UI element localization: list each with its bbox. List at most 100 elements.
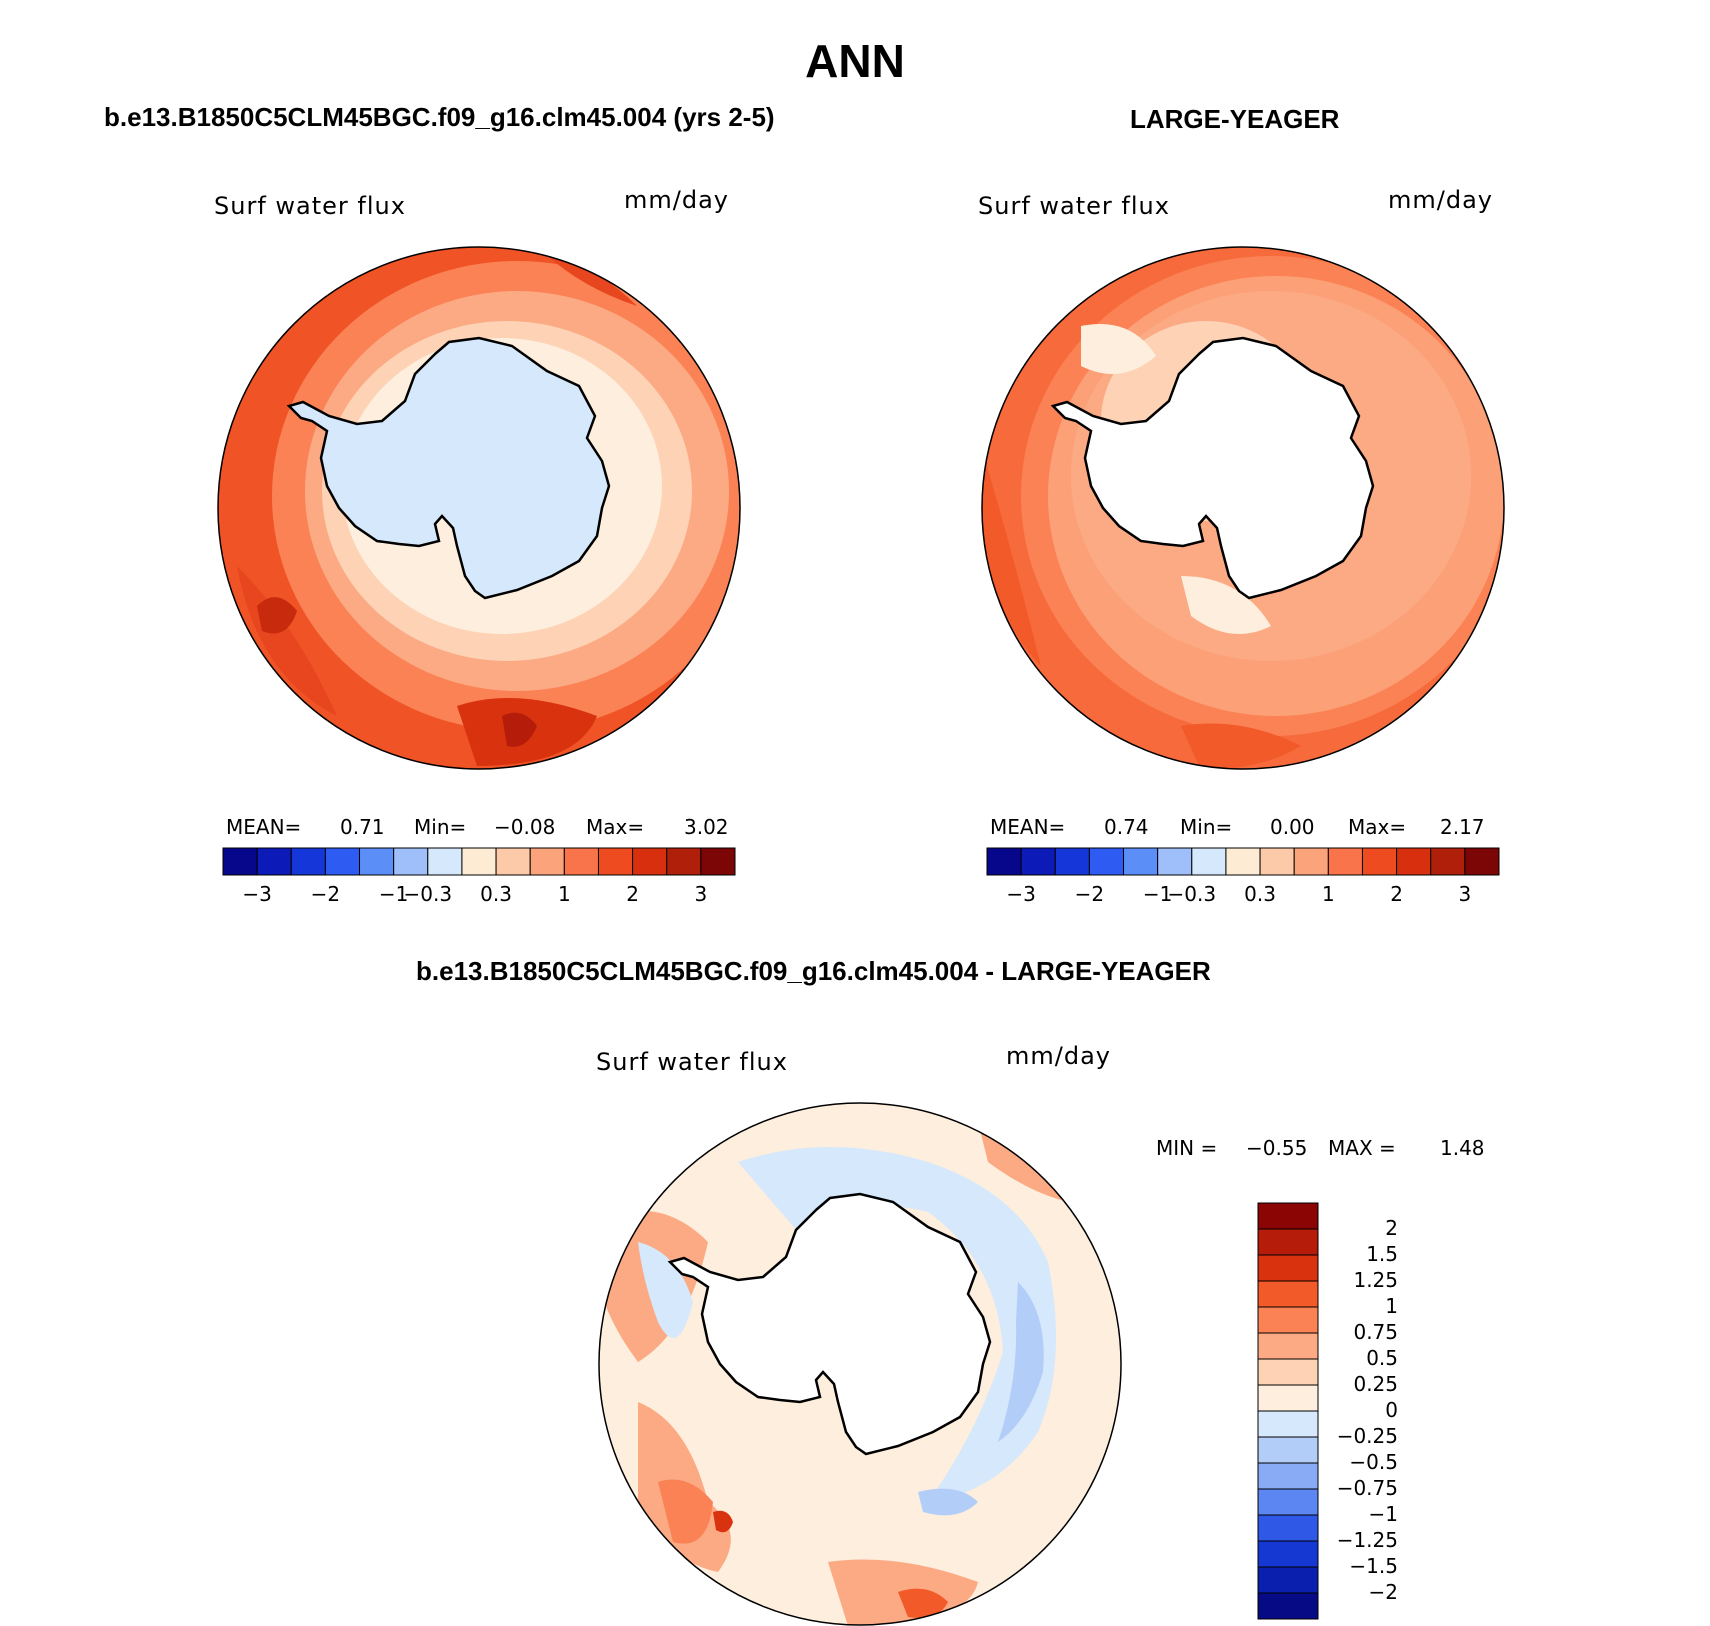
colorbar-swatch: [1257, 1488, 1319, 1516]
panel-3-variable-label: Surf water flux: [596, 1048, 788, 1076]
panel-3-min-label: MIN =: [1156, 1136, 1218, 1160]
colorbar-tick-label: 1: [557, 882, 571, 906]
panel-3-max-label: MAX =: [1328, 1136, 1396, 1160]
colorbar-tick-label: 2: [1385, 1216, 1398, 1240]
colorbar-tick-label: −2: [1368, 1580, 1398, 1604]
panel-1-variable-label: Surf water flux: [214, 192, 406, 220]
panel-2-variable-label: Surf water flux: [978, 192, 1170, 220]
panel-2-mean-value: 0.74: [1104, 815, 1149, 839]
figure-title: ANN: [805, 35, 905, 87]
colorbar-swatch: [1191, 847, 1227, 876]
colorbar-swatch: [1430, 847, 1466, 876]
panel-1-map-border: [217, 246, 741, 770]
colorbar-tick-label: 0.3: [1244, 882, 1276, 906]
colorbar-swatch: [1020, 847, 1056, 876]
colorbar-swatch: [1257, 1358, 1319, 1386]
colorbar-swatch: [1257, 1306, 1319, 1334]
colorbar-swatch: [986, 847, 1022, 876]
colorbar-tick-label: −1: [1368, 1502, 1398, 1526]
colorbar-swatch: [1257, 1514, 1319, 1542]
colorbar-tick-label: −1: [378, 882, 409, 906]
colorbar-swatch: [461, 847, 497, 876]
panel-2-polar-map: [981, 246, 1505, 770]
panel-3-colorbar-labels: 2 1.5 1.25 1 0.75 0.5 0.25 0 −0.25 −0.5 −0.75 −1 −1.…: [1322, 1203, 1442, 1619]
colorbar-tick-label: −1.25: [1336, 1528, 1398, 1552]
colorbar-tick-label: 1.25: [1353, 1268, 1398, 1292]
colorbar-tick-label: 0.5: [1366, 1346, 1398, 1370]
colorbar-swatch: [1259, 847, 1295, 876]
colorbar-swatch: [1257, 1566, 1319, 1594]
panel-3-case-title: b.e13.B1850C5CLM45BGC.f09_g16.clm45.004 …: [416, 956, 1211, 986]
colorbar-swatch: [1257, 1332, 1319, 1360]
colorbar-tick-label: −3: [242, 882, 272, 906]
panel-1-colorbar: [222, 847, 736, 876]
colorbar-tick-label: 0.75: [1353, 1320, 1398, 1344]
colorbar-tick-label: 3: [1458, 882, 1472, 906]
colorbar-tick-label: 1: [1321, 882, 1335, 906]
panel-2-map-border: [981, 246, 1505, 770]
panel-2-case-title: LARGE-YEAGER: [1130, 104, 1340, 134]
panel-1-antarctica-landmass: [286, 336, 611, 600]
colorbar-tick-label: −0.5: [1349, 1450, 1398, 1474]
colorbar-swatch: [700, 847, 736, 876]
colorbar-swatch: [290, 847, 326, 876]
colorbar-tick-label: −1: [1142, 882, 1173, 906]
colorbar-swatch: [1123, 847, 1159, 876]
colorbar-tick-label: −3: [1006, 882, 1036, 906]
colorbar-swatch: [1257, 1592, 1319, 1620]
colorbar-swatch: [1257, 1410, 1319, 1438]
panel-1-min-label: Min=: [414, 815, 467, 839]
colorbar-swatch: [563, 847, 599, 876]
colorbar-tick-label: 2: [626, 882, 639, 906]
colorbar-swatch: [1257, 1280, 1319, 1308]
panel-1-case-title: b.e13.B1850C5CLM45BGC.f09_g16.clm45.004 …: [104, 102, 775, 132]
colorbar-tick-label: −0.75: [1336, 1476, 1398, 1500]
panel-1-mean-value: 0.71: [340, 815, 385, 839]
colorbar-swatch: [222, 847, 258, 876]
colorbar-tick-label: 2: [1390, 882, 1403, 906]
panel-2-antarctica-landmass: [1050, 336, 1375, 600]
colorbar-swatch: [1257, 1202, 1319, 1230]
colorbar-swatch: [495, 847, 531, 876]
colorbar-swatch: [1361, 847, 1398, 876]
panel-1-max-value: 3.02: [684, 815, 729, 839]
colorbar-swatch: [529, 847, 565, 876]
colorbar-swatch: [324, 847, 361, 876]
colorbar-tick-label: 0: [1385, 1398, 1398, 1422]
colorbar-swatch: [1257, 1540, 1319, 1568]
panel-2-max-value: 2.17: [1440, 815, 1485, 839]
colorbar-swatch: [359, 847, 395, 876]
panel-2-max-label: Max=: [1348, 815, 1407, 839]
panel-1-colorbar-labels: −3 −2 −1 −0.3 0.3 1 2 3: [223, 882, 735, 912]
colorbar-swatch: [1464, 847, 1500, 876]
panel-1-min-value: −0.08: [494, 815, 556, 839]
colorbar-tick-label: 0.25: [1353, 1372, 1398, 1396]
panel-3-polar-map: [598, 1102, 1122, 1626]
colorbar-tick-label: −1.5: [1349, 1554, 1398, 1578]
panel-3-max-value: 1.48: [1440, 1136, 1485, 1160]
colorbar-swatch: [1054, 847, 1090, 876]
panel-3-colorbar: [1257, 1202, 1319, 1620]
panel-1-max-label: Max=: [586, 815, 645, 839]
colorbar-swatch: [1327, 847, 1363, 876]
panel-1-mean-label: MEAN=: [226, 815, 302, 839]
colorbar-swatch: [666, 847, 702, 876]
panel-2-units-label: mm/day: [1388, 186, 1493, 214]
panel-2-min-value: 0.00: [1270, 815, 1315, 839]
colorbar-swatch: [632, 847, 668, 876]
colorbar-swatch: [1257, 1384, 1319, 1412]
panel-2-min-label: Min=: [1180, 815, 1233, 839]
colorbar-swatch: [597, 847, 634, 876]
colorbar-swatch: [256, 847, 292, 876]
colorbar-swatch: [1088, 847, 1125, 876]
colorbar-swatch: [427, 847, 463, 876]
colorbar-swatch: [1157, 847, 1193, 876]
colorbar-tick-label: 3: [694, 882, 708, 906]
colorbar-swatch: [1257, 1254, 1319, 1282]
colorbar-tick-label: 1.5: [1366, 1242, 1398, 1266]
colorbar-swatch: [1257, 1462, 1319, 1490]
panel-2-mean-label: MEAN=: [990, 815, 1066, 839]
colorbar-swatch: [1396, 847, 1432, 876]
panel-3-min-value: −0.55: [1246, 1136, 1308, 1160]
panel-3-antarctica-landmass: [667, 1192, 992, 1456]
